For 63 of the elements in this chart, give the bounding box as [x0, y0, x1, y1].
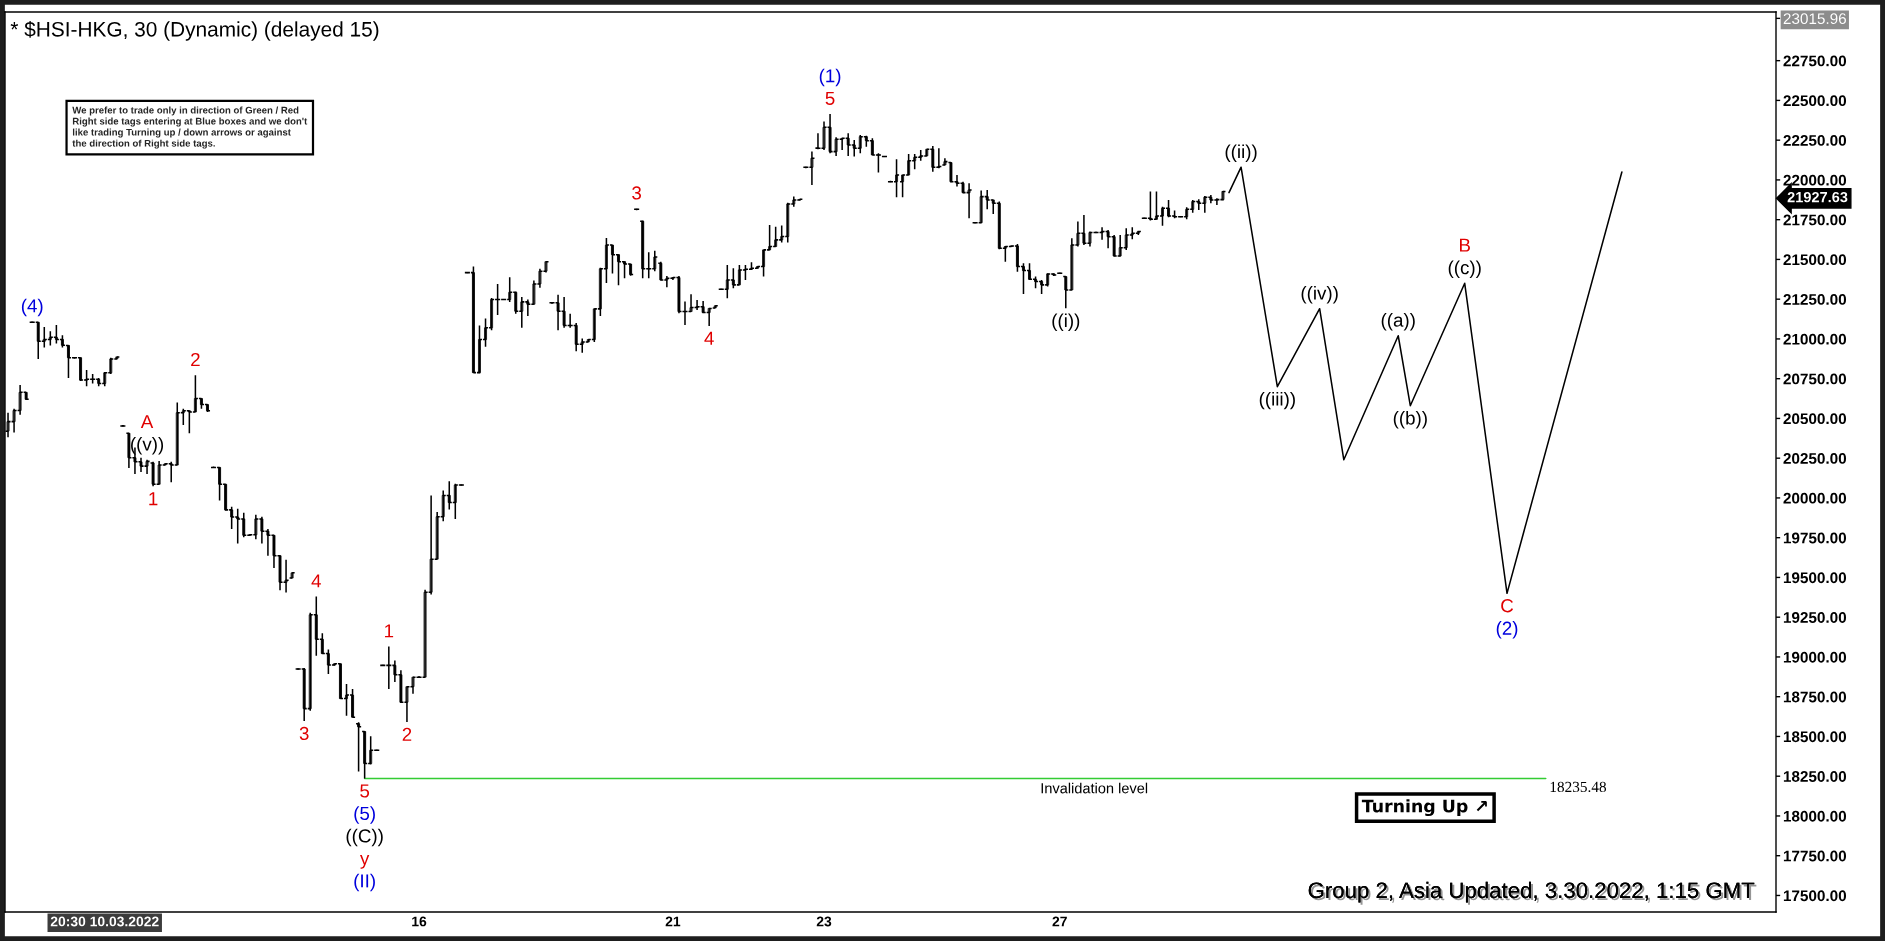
- y-tick-label: 18750.00: [1783, 691, 1847, 703]
- annotation: 1: [385, 624, 394, 638]
- annotation: ((iv)): [1301, 285, 1338, 304]
- y-tick-label: 20250.00: [1783, 453, 1847, 464]
- x-tick-label: 23: [816, 916, 832, 927]
- chart-title: * $HSI-HKG, 30 (Dynamic) (delayed 15): [10, 21, 379, 41]
- y-tick-label: 17500.00: [1783, 890, 1847, 902]
- annotation: B: [1460, 238, 1470, 252]
- y-tick-label: 21500.00: [1783, 254, 1847, 266]
- annotation: A: [140, 415, 154, 429]
- y-tick-label: 21000.00: [1783, 333, 1847, 345]
- x-tick-label: 20:30 10.03.2022: [50, 916, 159, 927]
- annotation: 3: [299, 726, 309, 741]
- annotation: ((a)): [1381, 313, 1415, 331]
- x-tick-label: 21: [665, 916, 681, 927]
- y-tick-label: 20750.00: [1783, 373, 1847, 385]
- annotation: 5: [360, 784, 370, 798]
- y-tick-label: 19000.00: [1783, 651, 1847, 663]
- y-tick-label: 21750.00: [1783, 214, 1847, 226]
- y-tick-label: 19750.00: [1783, 532, 1847, 544]
- y-tick-label: 22000.00: [1783, 174, 1847, 186]
- annotation: ((iii)): [1259, 391, 1295, 410]
- annotation: 2: [402, 727, 412, 741]
- annotation: (5): [354, 806, 375, 824]
- annotation: 1: [149, 492, 158, 506]
- annotation: ((c)): [1448, 260, 1481, 278]
- annotation: ((i)): [1052, 313, 1080, 331]
- y-tick-label: 17750.00: [1783, 850, 1847, 862]
- annotation: 5: [825, 91, 835, 105]
- annotation: Invalidation level: [1041, 782, 1148, 794]
- y-tick-label: 20000.00: [1783, 492, 1847, 504]
- y-tick-label: 19250.00: [1783, 612, 1847, 623]
- annotation: y: [360, 854, 370, 869]
- annotation: Turning Up ↗: [1361, 799, 1487, 817]
- x-tick-label: 27: [1052, 916, 1067, 927]
- text: 21927.63: [1787, 191, 1848, 203]
- y-tick-label: 19500.00: [1783, 572, 1847, 584]
- annotation: 3: [632, 186, 642, 200]
- y-tick-label: 22750.00: [1783, 55, 1847, 67]
- annotation: (4): [21, 298, 43, 317]
- y-tick-label: 18500.00: [1783, 731, 1847, 743]
- annotation: (II): [354, 873, 375, 892]
- y-tick-label: 18250.00: [1783, 771, 1847, 782]
- annotation: 4: [311, 574, 321, 588]
- y-tick-label: 18000.00: [1783, 810, 1847, 822]
- annotation: (1): [819, 68, 841, 87]
- y-tick-label: 22250.00: [1783, 135, 1847, 146]
- annotation: C: [1501, 599, 1514, 613]
- y-tick-label: 23015.96: [1783, 13, 1846, 25]
- annotation: Group 2, Asia Updated, 3.30.2022, 1:15 GMT: [1308, 881, 1757, 905]
- y-tick-label: 21250.00: [1783, 294, 1847, 305]
- ref-line-label: 18235.48: [1550, 781, 1607, 793]
- annotation: 4: [704, 331, 714, 345]
- annotation: ((v)): [131, 437, 164, 455]
- annotation: 2: [191, 352, 200, 367]
- x-tick-label: 16: [412, 916, 427, 927]
- annotation: ((ii)): [1225, 144, 1257, 162]
- annotation: ((C)): [346, 828, 383, 847]
- annotation: (2): [1496, 621, 1518, 639]
- annotation: ((b)): [1393, 410, 1427, 429]
- y-tick-label: 20500.00: [1783, 413, 1847, 425]
- y-tick-label: 22500.00: [1783, 95, 1847, 107]
- annotation: We prefer to trade only in direction of Green / Red Right side tags entering at Blue boxes and we don't like trading Turning up / down arrows or against the direction of Right side tags.: [72, 106, 308, 149]
